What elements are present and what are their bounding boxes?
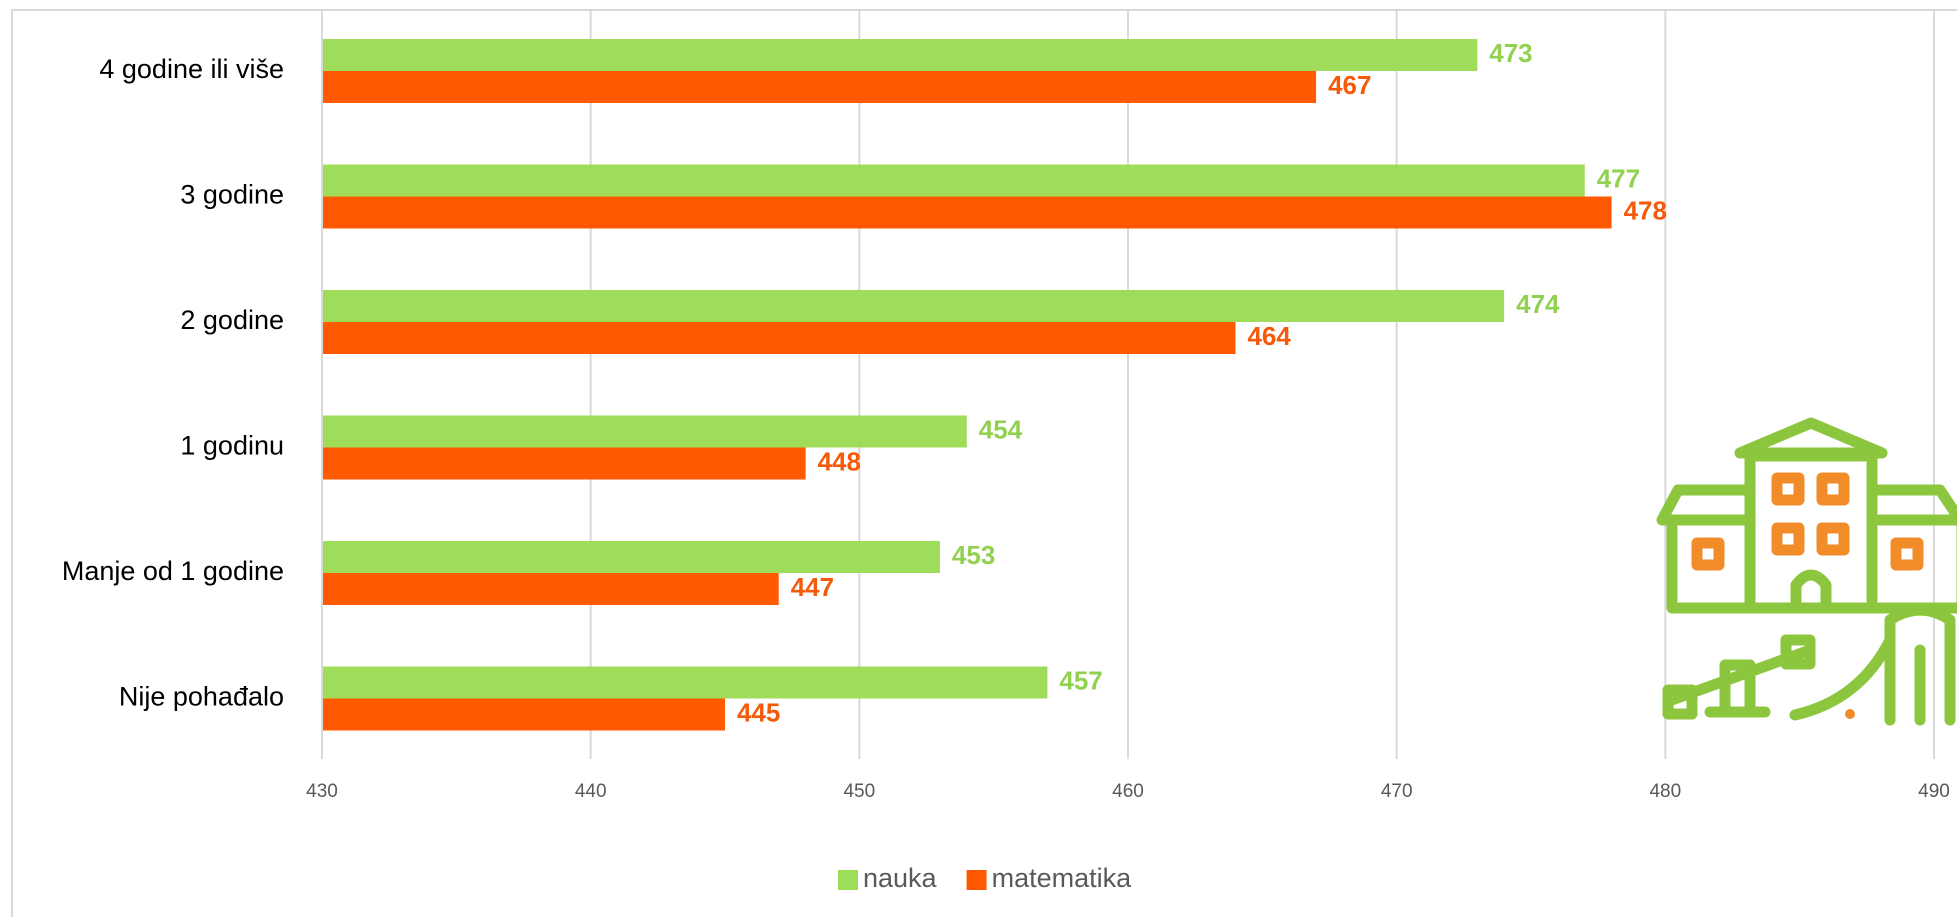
- x-tick-label: 440: [575, 781, 607, 802]
- bar: [322, 39, 1478, 71]
- legend-label: nauka: [863, 863, 938, 893]
- bar: [322, 415, 967, 448]
- data-label: 477: [1597, 163, 1640, 193]
- data-label: 448: [818, 446, 861, 476]
- data-label: 454: [979, 414, 1023, 444]
- y-tick-label: 1 godinu: [180, 431, 284, 461]
- y-tick-label: 4 godine ili više: [99, 54, 284, 84]
- bar: [322, 290, 1505, 322]
- data-label: 467: [1328, 70, 1371, 100]
- school-icon: [1656, 417, 1957, 726]
- bar: [322, 71, 1317, 103]
- data-label: 447: [791, 572, 834, 602]
- y-tick-label: Nije pohađalo: [119, 682, 284, 712]
- x-tick-label: 490: [1918, 781, 1950, 802]
- x-tick-label: 430: [306, 781, 338, 802]
- bar: [322, 196, 1612, 229]
- data-label: 445: [737, 697, 780, 727]
- y-tick-label: 3 godine: [180, 180, 284, 210]
- x-tick-label: 450: [843, 781, 875, 802]
- bar: [322, 164, 1585, 197]
- bar: [322, 573, 779, 605]
- data-label: 473: [1489, 38, 1532, 68]
- x-tick-label: 470: [1381, 781, 1413, 802]
- legend-label: matematika: [992, 863, 1133, 893]
- data-label: 478: [1624, 195, 1667, 225]
- x-tick-label: 480: [1649, 781, 1681, 802]
- data-label: 464: [1247, 321, 1291, 351]
- data-label: 453: [952, 540, 995, 570]
- bar: [322, 666, 1048, 699]
- x-tick-label: 460: [1112, 781, 1144, 802]
- bar: [322, 322, 1236, 354]
- y-tick-label: 2 godine: [180, 305, 284, 335]
- data-label: 457: [1059, 665, 1102, 695]
- data-label: 474: [1516, 289, 1560, 319]
- legend-swatch: [838, 870, 858, 890]
- y-tick-label: Manje od 1 godine: [62, 556, 284, 586]
- legend-swatch: [966, 870, 987, 890]
- bar: [322, 541, 940, 573]
- bar: [322, 698, 725, 731]
- bar: [322, 447, 806, 480]
